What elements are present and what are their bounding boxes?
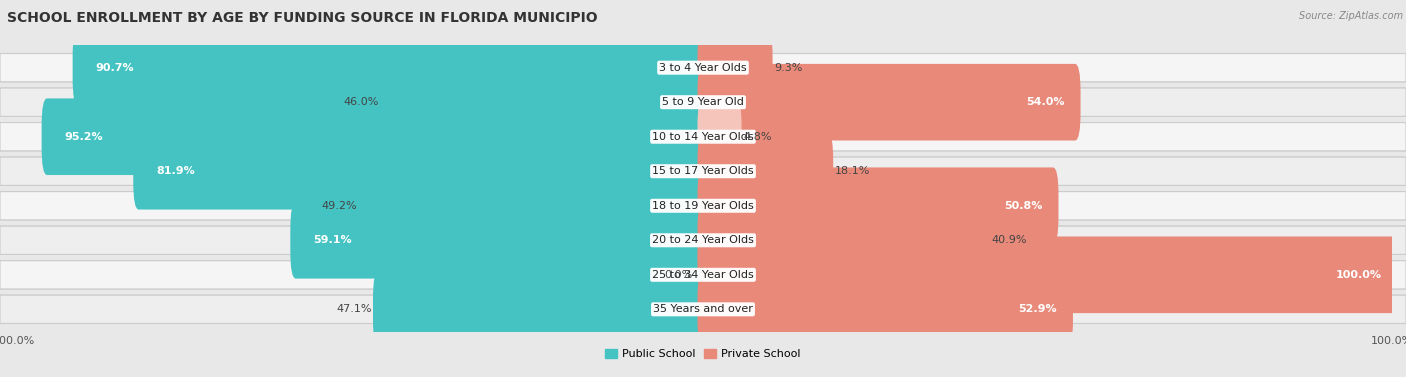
Text: 52.9%: 52.9% bbox=[1018, 304, 1057, 314]
Text: 90.7%: 90.7% bbox=[96, 63, 134, 73]
FancyBboxPatch shape bbox=[0, 123, 1406, 151]
Text: 3 to 4 Year Olds: 3 to 4 Year Olds bbox=[659, 63, 747, 73]
FancyBboxPatch shape bbox=[697, 167, 1059, 244]
FancyBboxPatch shape bbox=[0, 157, 1406, 185]
FancyBboxPatch shape bbox=[697, 29, 772, 106]
Text: 25 to 34 Year Olds: 25 to 34 Year Olds bbox=[652, 270, 754, 280]
FancyBboxPatch shape bbox=[373, 271, 709, 348]
Text: 5 to 9 Year Old: 5 to 9 Year Old bbox=[662, 97, 744, 107]
FancyBboxPatch shape bbox=[697, 236, 1398, 313]
Text: 47.1%: 47.1% bbox=[336, 304, 371, 314]
Text: 59.1%: 59.1% bbox=[314, 235, 352, 245]
FancyBboxPatch shape bbox=[0, 54, 1406, 82]
FancyBboxPatch shape bbox=[290, 202, 709, 279]
Text: 40.9%: 40.9% bbox=[991, 235, 1028, 245]
Text: 4.8%: 4.8% bbox=[742, 132, 772, 142]
FancyBboxPatch shape bbox=[42, 98, 709, 175]
FancyBboxPatch shape bbox=[697, 64, 1081, 141]
FancyBboxPatch shape bbox=[0, 88, 1406, 116]
Text: Source: ZipAtlas.com: Source: ZipAtlas.com bbox=[1299, 11, 1403, 21]
Text: 54.0%: 54.0% bbox=[1026, 97, 1064, 107]
FancyBboxPatch shape bbox=[359, 167, 709, 244]
Text: SCHOOL ENROLLMENT BY AGE BY FUNDING SOURCE IN FLORIDA MUNICIPIO: SCHOOL ENROLLMENT BY AGE BY FUNDING SOUR… bbox=[7, 11, 598, 25]
Legend: Public School, Private School: Public School, Private School bbox=[600, 344, 806, 363]
Text: 10 to 14 Year Olds: 10 to 14 Year Olds bbox=[652, 132, 754, 142]
Text: 95.2%: 95.2% bbox=[65, 132, 103, 142]
Text: 100.0%: 100.0% bbox=[1336, 270, 1382, 280]
FancyBboxPatch shape bbox=[697, 202, 990, 279]
Text: 35 Years and over: 35 Years and over bbox=[652, 304, 754, 314]
Text: 18 to 19 Year Olds: 18 to 19 Year Olds bbox=[652, 201, 754, 211]
Text: 9.3%: 9.3% bbox=[773, 63, 803, 73]
Text: 50.8%: 50.8% bbox=[1004, 201, 1043, 211]
FancyBboxPatch shape bbox=[0, 192, 1406, 220]
FancyBboxPatch shape bbox=[0, 295, 1406, 323]
Text: 20 to 24 Year Olds: 20 to 24 Year Olds bbox=[652, 235, 754, 245]
FancyBboxPatch shape bbox=[381, 64, 709, 141]
FancyBboxPatch shape bbox=[697, 133, 834, 210]
Text: 0.0%: 0.0% bbox=[665, 270, 693, 280]
Text: 46.0%: 46.0% bbox=[344, 97, 380, 107]
Text: 18.1%: 18.1% bbox=[835, 166, 870, 176]
FancyBboxPatch shape bbox=[0, 261, 1406, 289]
FancyBboxPatch shape bbox=[73, 29, 709, 106]
FancyBboxPatch shape bbox=[0, 226, 1406, 254]
FancyBboxPatch shape bbox=[697, 98, 741, 175]
FancyBboxPatch shape bbox=[697, 271, 1073, 348]
FancyBboxPatch shape bbox=[134, 133, 709, 210]
Text: 49.2%: 49.2% bbox=[322, 201, 357, 211]
Text: 15 to 17 Year Olds: 15 to 17 Year Olds bbox=[652, 166, 754, 176]
Text: 81.9%: 81.9% bbox=[156, 166, 195, 176]
